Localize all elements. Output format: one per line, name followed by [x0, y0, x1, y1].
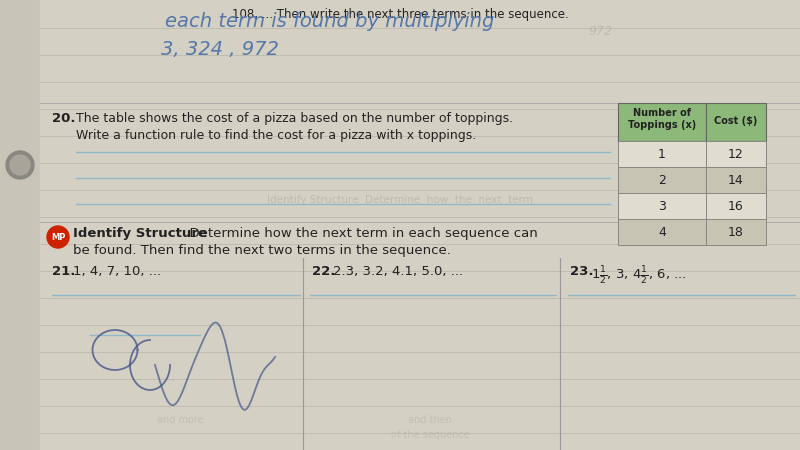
Text: 18: 18	[728, 226, 744, 239]
Bar	[706, 193, 766, 219]
Text: Number of
Toppings (x): Number of Toppings (x)	[628, 108, 696, 130]
Text: 20.: 20.	[52, 112, 75, 125]
Text: and then: and then	[408, 415, 452, 425]
Text: 2.3, 3.2, 4.1, 5.0, ...: 2.3, 3.2, 4.1, 5.0, ...	[333, 265, 463, 278]
Text: 2: 2	[658, 175, 666, 188]
Text: of the sequence: of the sequence	[390, 430, 470, 440]
Bar	[618, 141, 706, 167]
Text: 12: 12	[728, 148, 744, 162]
Circle shape	[10, 155, 30, 175]
Text: 3: 3	[658, 201, 666, 213]
Bar	[618, 103, 706, 141]
Circle shape	[6, 151, 34, 179]
Text: Identify Structure: Identify Structure	[73, 227, 207, 240]
Bar	[618, 167, 706, 193]
Text: 22.: 22.	[312, 265, 335, 278]
Text: 16: 16	[728, 201, 744, 213]
Circle shape	[47, 226, 69, 248]
Text: 3, 324 , 972: 3, 324 , 972	[161, 40, 279, 59]
Text: $1\frac{1}{2}$, 3, $4\frac{1}{2}$, 6, ...: $1\frac{1}{2}$, 3, $4\frac{1}{2}$, 6, ..…	[591, 265, 686, 287]
Text: Identify Structure  Determine  how  the  next  term: Identify Structure Determine how the nex…	[267, 195, 533, 205]
Bar	[706, 219, 766, 245]
Text: Cost ($): Cost ($)	[714, 116, 758, 126]
Text: MP: MP	[51, 234, 65, 243]
Text: 1, 4, 7, 10, ...: 1, 4, 7, 10, ...	[73, 265, 161, 278]
Text: 1: 1	[658, 148, 666, 162]
Text: and more: and more	[157, 415, 203, 425]
Bar	[618, 193, 706, 219]
Text: 21.: 21.	[52, 265, 75, 278]
Bar	[706, 167, 766, 193]
Text: be found. Then find the next two terms in the sequence.: be found. Then find the next two terms i…	[73, 244, 451, 257]
Text: each term is found by multiplying: each term is found by multiplying	[166, 12, 494, 31]
Text: 4: 4	[658, 226, 666, 239]
Bar	[706, 103, 766, 141]
Text: The table shows the cost of a pizza based on the number of toppings.: The table shows the cost of a pizza base…	[76, 112, 513, 125]
Text: Determine how the next term in each sequence can: Determine how the next term in each sequ…	[181, 227, 538, 240]
Bar	[618, 219, 706, 245]
Bar	[706, 141, 766, 167]
Text: 14: 14	[728, 175, 744, 188]
Text: 972: 972	[588, 25, 612, 38]
Text: 23.: 23.	[570, 265, 594, 278]
Text: 108, ... Then write the next three terms in the sequence.: 108, ... Then write the next three terms…	[232, 8, 568, 21]
Text: Write a function rule to find the cost for a pizza with x toppings.: Write a function rule to find the cost f…	[76, 129, 476, 142]
